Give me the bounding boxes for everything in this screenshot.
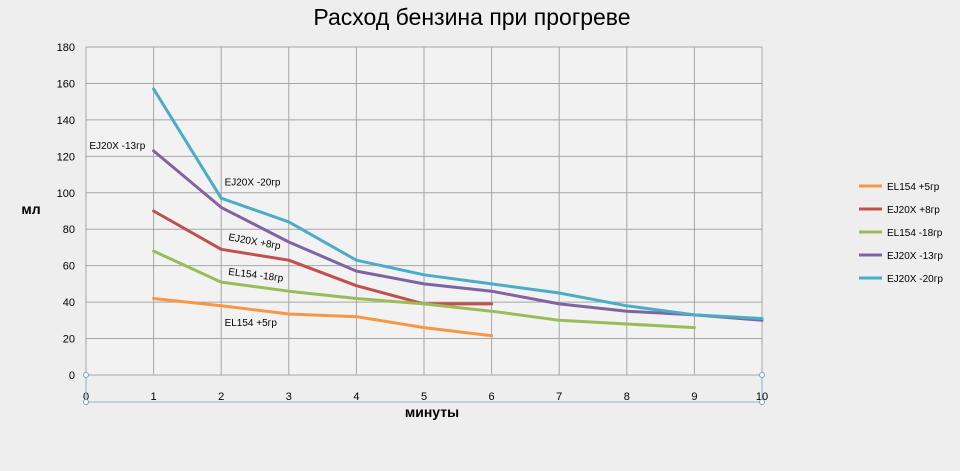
y-tick-label: 20: [63, 334, 75, 346]
legend: EL154 +5гр EJ20X +8гр EL154 -18гр EJ20X -13…: [859, 182, 943, 285]
series-line: [152, 297, 494, 338]
axis-selection-handle: [83, 372, 89, 378]
legend-label: EJ20X -20гр: [887, 274, 943, 285]
x-tick-label: 2: [218, 391, 224, 403]
y-tick-label: 80: [63, 224, 75, 236]
y-tick-label: 100: [57, 188, 75, 200]
legend-label: EJ20X -13гр: [887, 251, 943, 262]
chart-title: Расход бензина при прогреве: [313, 4, 630, 30]
y-tick-label: 0: [69, 370, 75, 382]
x-tick-label: 4: [353, 391, 359, 403]
y-tick-label: 40: [63, 297, 75, 309]
series-line: [152, 149, 764, 322]
legend-label: EL154 +5гр: [887, 182, 940, 193]
series-line: [152, 87, 764, 320]
y-axis-label: мл: [21, 201, 40, 217]
x-tick-label: 9: [691, 391, 697, 403]
y-tick-label: 140: [57, 115, 75, 127]
y-tick-label: 60: [63, 261, 75, 273]
x-axis-label: минуты: [405, 404, 459, 420]
legend-label: EJ20X +8гр: [887, 205, 940, 216]
x-tick-label: 5: [421, 391, 427, 403]
series-annotation: EJ20X -13гр: [89, 141, 145, 152]
x-tick-label: 7: [556, 391, 562, 403]
y-tick-label: 120: [57, 151, 75, 163]
series-lines: [152, 87, 764, 338]
axis-selection-handle: [759, 399, 765, 405]
x-tick-label: 8: [624, 391, 630, 403]
gridlines: [85, 46, 763, 376]
series-annotation: EJ20X -20гр: [225, 177, 281, 188]
y-tick-label: 160: [57, 78, 75, 90]
axis-selection-handle: [83, 399, 89, 405]
legend-label: EL154 -18гр: [887, 228, 943, 239]
series-annotation: EL154 +5гр: [225, 318, 278, 329]
y-tick-label: 180: [57, 42, 75, 54]
series-line: [152, 249, 696, 330]
x-tick-label: 6: [489, 391, 495, 403]
x-tick-label: 3: [286, 391, 292, 403]
x-tick-label: 1: [151, 391, 157, 403]
axes: 020406080100120140160180012345678910: [57, 42, 768, 405]
axis-selection-handle: [759, 372, 765, 378]
